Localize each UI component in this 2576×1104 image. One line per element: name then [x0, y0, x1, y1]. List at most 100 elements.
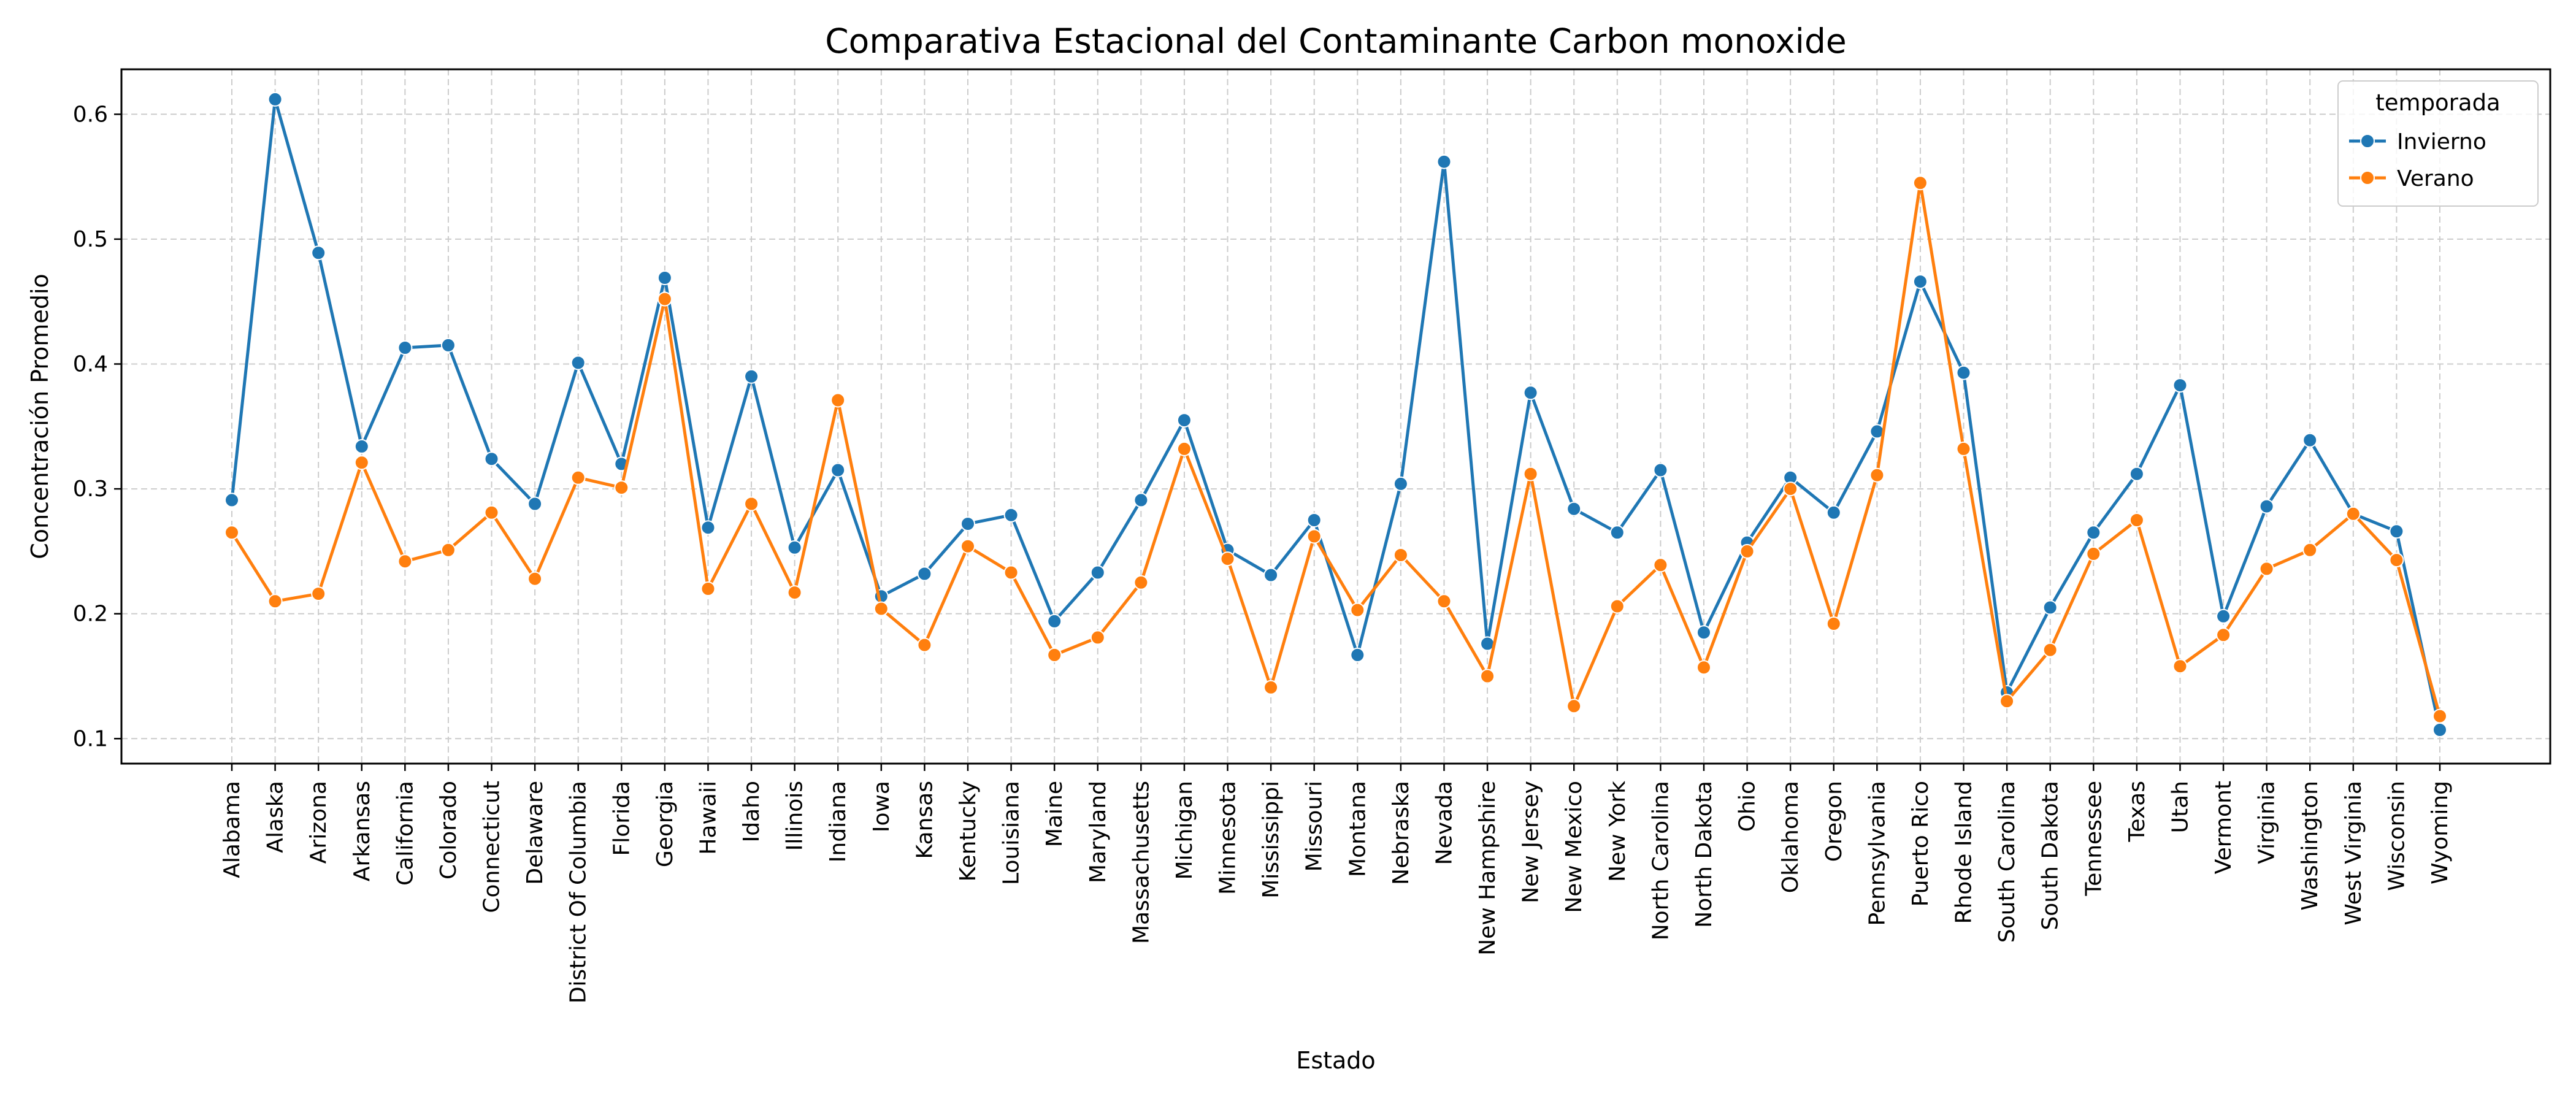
- data-point-verano-mississippi: [1263, 680, 1279, 695]
- data-point-verano-wisconsin: [2389, 553, 2404, 568]
- data-point-verano-connecticut: [484, 505, 499, 520]
- data-point-invierno-illinois: [787, 540, 802, 555]
- data-point-invierno-indiana: [830, 462, 846, 478]
- x-tick-label-tennessee: Tennessee: [2081, 781, 2106, 897]
- x-tick-label-rhode-island: Rhode Island: [1952, 781, 1977, 924]
- data-point-invierno-massachusetts: [1133, 493, 1149, 508]
- x-tick-label-new-jersey: New Jersey: [1519, 781, 1544, 903]
- data-point-verano-new-hampshire: [1480, 669, 1495, 684]
- data-point-invierno-missouri: [1306, 513, 1322, 527]
- x-tick-label-iowa: Iowa: [869, 781, 894, 832]
- x-tick-label-south-dakota: South Dakota: [2038, 781, 2063, 930]
- data-point-invierno-puerto-rico: [1912, 274, 1928, 289]
- data-point-invierno-michigan: [1176, 413, 1192, 428]
- data-point-verano-montana: [1350, 602, 1365, 618]
- x-tick-label-louisiana: Louisiana: [999, 781, 1024, 885]
- data-point-verano-washington: [2302, 542, 2318, 558]
- data-point-invierno-arkansas: [354, 439, 369, 454]
- data-point-verano-rhode-island: [1956, 441, 1971, 456]
- x-tick-label-delaware: Delaware: [523, 781, 548, 885]
- data-point-invierno-connecticut: [484, 451, 499, 467]
- data-point-invierno-california: [397, 340, 413, 355]
- x-tick-label-florida: Florida: [609, 781, 634, 856]
- x-tick-label-new-york: New York: [1605, 781, 1630, 882]
- data-point-verano-arizona: [311, 586, 326, 602]
- y-tick-label: 0.6: [73, 102, 108, 127]
- legend: temporada Invierno Verano: [2337, 80, 2539, 207]
- x-tick-label-kentucky: Kentucky: [956, 781, 981, 881]
- data-point-verano-utah: [2172, 659, 2188, 674]
- x-tick-label-vermont: Vermont: [2211, 781, 2236, 874]
- x-tick-label-california: California: [393, 781, 418, 886]
- x-tick-label-nevada: Nevada: [1432, 781, 1457, 865]
- plot-frame: [120, 68, 2551, 765]
- data-point-invierno-rhode-island: [1956, 365, 1971, 380]
- data-point-verano-west-virginia: [2345, 506, 2361, 521]
- y-tick-label: 0.5: [73, 227, 108, 252]
- data-point-verano-kansas: [917, 637, 932, 653]
- data-point-verano-colorado: [440, 542, 456, 558]
- data-point-verano-south-dakota: [2042, 642, 2058, 657]
- data-point-invierno-kentucky: [960, 516, 975, 532]
- data-point-invierno-wisconsin: [2389, 524, 2404, 539]
- data-point-verano-georgia: [657, 291, 672, 307]
- x-tick-label-mississippi: Mississippi: [1259, 781, 1284, 899]
- data-point-invierno-oregon: [1826, 505, 1841, 520]
- data-point-invierno-delaware: [527, 496, 543, 512]
- x-tick-label-oklahoma: Oklahoma: [1778, 781, 1803, 893]
- data-point-verano-alabama: [224, 525, 239, 540]
- x-tick-label-pennsylvania: Pennsylvania: [1865, 781, 1890, 926]
- legend-box: [2337, 80, 2539, 207]
- y-tick-label: 0.3: [73, 477, 108, 502]
- data-point-verano-vermont: [2216, 627, 2231, 643]
- x-tick-label-alaska: Alaska: [263, 781, 288, 853]
- x-tick-label-illinois: Illinois: [783, 781, 808, 851]
- data-point-verano-minnesota: [1220, 551, 1235, 567]
- x-tick-label-missouri: Missouri: [1302, 781, 1327, 872]
- x-tick-label-utah: Utah: [2168, 781, 2193, 833]
- x-tick-label-minnesota: Minnesota: [1216, 781, 1241, 895]
- y-axis: 0.1 0.2 0.3 0.4 0.5 0.6: [73, 102, 121, 751]
- data-point-invierno-north-dakota: [1696, 625, 1711, 640]
- data-point-verano-arkansas: [354, 455, 369, 470]
- data-point-invierno-maine: [1047, 613, 1062, 629]
- data-point-invierno-texas: [2129, 466, 2144, 481]
- data-point-verano-maryland: [1090, 630, 1105, 645]
- legend-title: temporada: [2375, 90, 2500, 116]
- data-point-invierno-utah: [2172, 378, 2188, 393]
- data-point-invierno-new-jersey: [1523, 385, 1538, 401]
- data-point-verano-california: [397, 554, 413, 569]
- x-tick-label-nebraska: Nebraska: [1389, 781, 1414, 885]
- data-point-verano-iowa: [873, 601, 889, 616]
- x-tick-label-south-carolina: South Carolina: [1995, 781, 2020, 943]
- data-point-verano-indiana: [830, 393, 846, 408]
- x-tick-label-montana: Montana: [1345, 781, 1370, 877]
- x-tick-label-district-of-columbia: District Of Columbia: [566, 781, 591, 1003]
- data-point-verano-texas: [2129, 513, 2144, 527]
- data-point-verano-michigan: [1176, 441, 1192, 456]
- x-tick-label-north-dakota: North Dakota: [1692, 781, 1717, 928]
- series-layer: [224, 91, 2447, 737]
- data-point-invierno-wyoming: [2432, 723, 2447, 737]
- x-tick-label-west-virginia: West Virginia: [2341, 781, 2366, 926]
- data-point-invierno-colorado: [440, 337, 456, 353]
- data-point-verano-tennessee: [2086, 546, 2101, 561]
- x-tick-label-georgia: Georgia: [653, 781, 678, 867]
- x-tick-label-texas: Texas: [2125, 781, 2150, 843]
- data-point-invierno-arizona: [311, 245, 326, 261]
- data-point-invierno-hawaii: [700, 520, 716, 535]
- data-point-verano-missouri: [1306, 529, 1322, 544]
- data-point-invierno-south-dakota: [2042, 600, 2058, 615]
- x-tick-label-virginia: Virginia: [2255, 781, 2280, 864]
- series-invierno: [224, 91, 2447, 737]
- x-tick-label-michigan: Michigan: [1172, 781, 1197, 880]
- data-point-verano-maine: [1047, 647, 1062, 662]
- data-point-verano-virginia: [2259, 561, 2274, 577]
- data-point-invierno-nevada: [1436, 154, 1452, 169]
- x-tick-label-oregon: Oregon: [1822, 781, 1847, 862]
- data-point-invierno-tennessee: [2086, 525, 2101, 540]
- x-tick-label-kansas: Kansas: [912, 781, 937, 859]
- chart-title: Comparativa Estacional del Contaminante …: [825, 21, 1846, 61]
- x-tick-label-maine: Maine: [1042, 781, 1067, 847]
